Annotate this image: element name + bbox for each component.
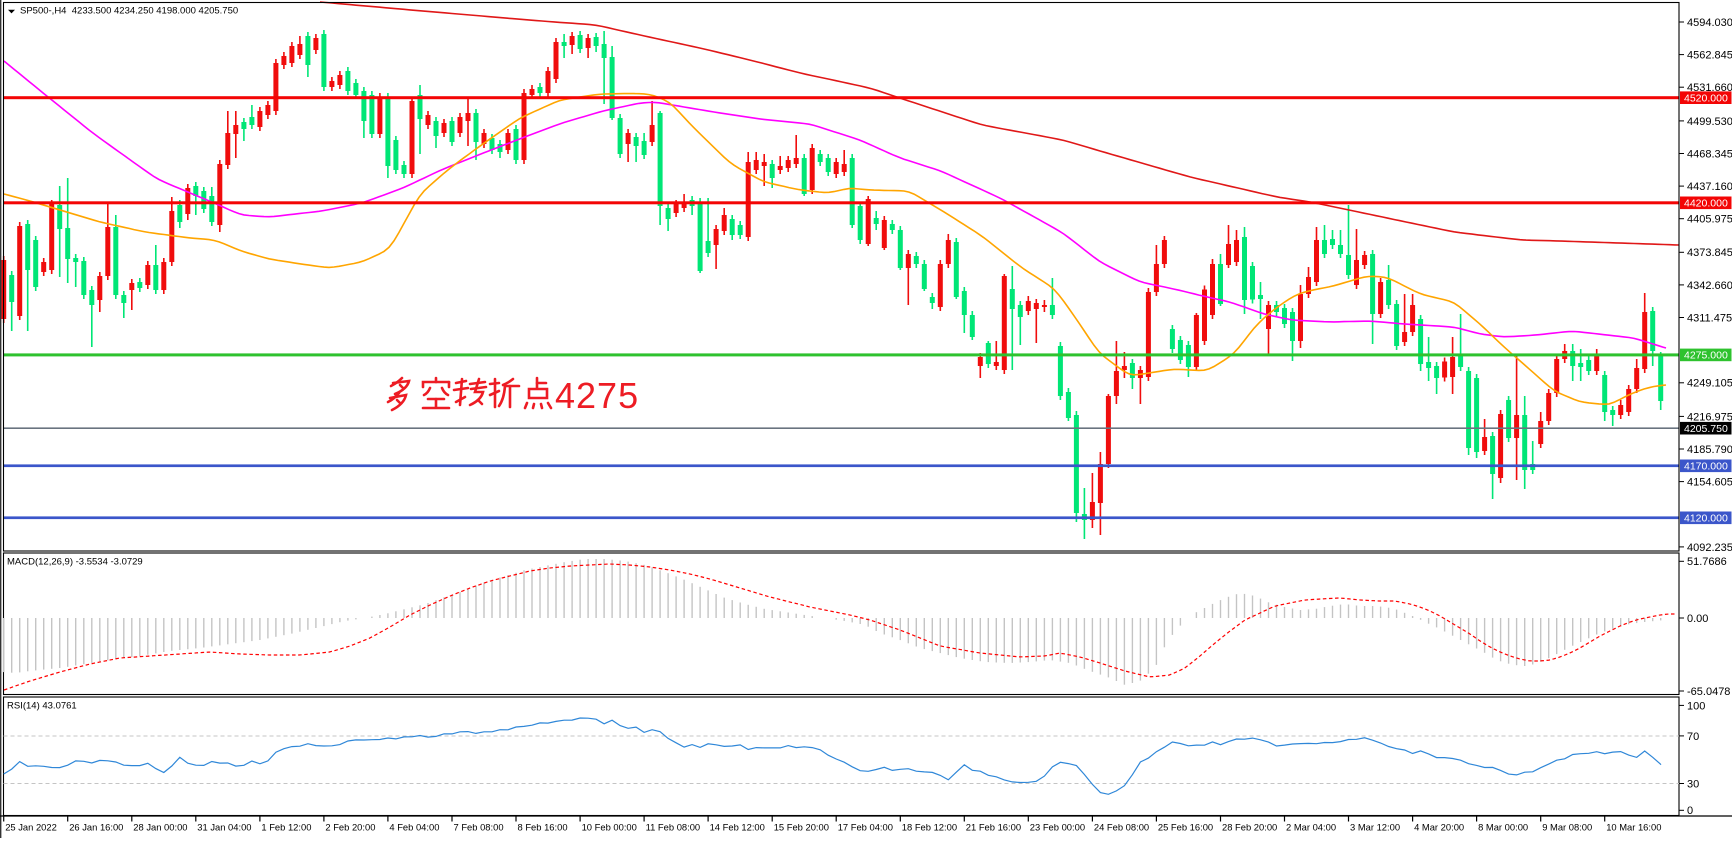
svg-text:4342.660: 4342.660 [1687, 280, 1732, 292]
svg-text:4185.790: 4185.790 [1687, 444, 1732, 456]
svg-text:14 Feb 12:00: 14 Feb 12:00 [710, 822, 765, 833]
svg-text:4275: 4275 [555, 375, 639, 416]
svg-text:17 Feb 04:00: 17 Feb 04:00 [838, 822, 893, 833]
svg-text:4420.000: 4420.000 [1684, 198, 1728, 210]
svg-text:MACD(12,26,9) -3.5534 -3.0729: MACD(12,26,9) -3.5534 -3.0729 [7, 557, 143, 568]
svg-text:-65.0478: -65.0478 [1687, 686, 1730, 698]
svg-text:24 Feb 08:00: 24 Feb 08:00 [1094, 822, 1149, 833]
svg-text:25 Jan 2022: 25 Jan 2022 [5, 822, 57, 833]
svg-text:4249.105: 4249.105 [1687, 378, 1732, 390]
svg-text:4531.660: 4531.660 [1687, 82, 1732, 94]
svg-text:3 Mar 12:00: 3 Mar 12:00 [1350, 822, 1400, 833]
svg-text:4311.475: 4311.475 [1687, 312, 1732, 324]
svg-text:4405.975: 4405.975 [1687, 214, 1732, 226]
svg-text:4499.530: 4499.530 [1687, 116, 1732, 128]
svg-text:4170.000: 4170.000 [1684, 461, 1728, 473]
svg-text:8 Mar 00:00: 8 Mar 00:00 [1478, 822, 1528, 833]
svg-text:4468.345: 4468.345 [1687, 148, 1732, 160]
svg-text:4120.000: 4120.000 [1684, 513, 1728, 525]
svg-text:4216.975: 4216.975 [1687, 411, 1732, 423]
svg-text:4 Mar 20:00: 4 Mar 20:00 [1414, 822, 1464, 833]
svg-text:8 Feb 16:00: 8 Feb 16:00 [518, 822, 568, 833]
svg-text:4154.605: 4154.605 [1687, 477, 1732, 489]
svg-text:23 Feb 00:00: 23 Feb 00:00 [1030, 822, 1085, 833]
svg-text:11 Feb 08:00: 11 Feb 08:00 [646, 822, 701, 833]
svg-text:10 Mar 16:00: 10 Mar 16:00 [1606, 822, 1661, 833]
svg-text:0: 0 [1687, 805, 1693, 817]
svg-text:26 Jan 16:00: 26 Jan 16:00 [69, 822, 123, 833]
svg-text:9 Mar 08:00: 9 Mar 08:00 [1542, 822, 1592, 833]
svg-text:4520.000: 4520.000 [1684, 93, 1728, 105]
svg-text:28 Feb 20:00: 28 Feb 20:00 [1222, 822, 1277, 833]
svg-text:18 Feb 12:00: 18 Feb 12:00 [902, 822, 957, 833]
svg-text:RSI(14) 43.0761: RSI(14) 43.0761 [7, 701, 77, 712]
svg-text:2 Mar 04:00: 2 Mar 04:00 [1286, 822, 1336, 833]
svg-text:4 Feb 04:00: 4 Feb 04:00 [389, 822, 439, 833]
svg-text:21 Feb 16:00: 21 Feb 16:00 [966, 822, 1021, 833]
svg-text:7 Feb 08:00: 7 Feb 08:00 [454, 822, 504, 833]
svg-text:SP500-,H4 4233.500 4234.250 4: SP500-,H4 4233.500 4234.250 4198.000 420… [20, 6, 238, 17]
svg-text:25 Feb 16:00: 25 Feb 16:00 [1158, 822, 1213, 833]
svg-text:30: 30 [1687, 778, 1699, 790]
svg-text:2 Feb 20:00: 2 Feb 20:00 [325, 822, 375, 833]
svg-text:100: 100 [1687, 700, 1705, 712]
svg-text:1 Feb 12:00: 1 Feb 12:00 [261, 822, 311, 833]
svg-text:31 Jan 04:00: 31 Jan 04:00 [197, 822, 251, 833]
svg-text:28 Jan 00:00: 28 Jan 00:00 [133, 822, 187, 833]
svg-text:4275.000: 4275.000 [1684, 350, 1728, 362]
svg-text:51.7686: 51.7686 [1687, 556, 1727, 568]
svg-text:0.00: 0.00 [1687, 613, 1708, 625]
svg-text:4092.235: 4092.235 [1687, 542, 1732, 554]
svg-text:4562.845: 4562.845 [1687, 50, 1732, 62]
svg-text:10 Feb 00:00: 10 Feb 00:00 [582, 822, 637, 833]
svg-text:4205.750: 4205.750 [1684, 423, 1728, 435]
svg-text:70: 70 [1687, 731, 1699, 743]
svg-text:15 Feb 20:00: 15 Feb 20:00 [774, 822, 829, 833]
svg-text:4594.030: 4594.030 [1687, 17, 1732, 29]
svg-text:4437.160: 4437.160 [1687, 181, 1732, 193]
svg-text:4373.845: 4373.845 [1687, 247, 1732, 259]
